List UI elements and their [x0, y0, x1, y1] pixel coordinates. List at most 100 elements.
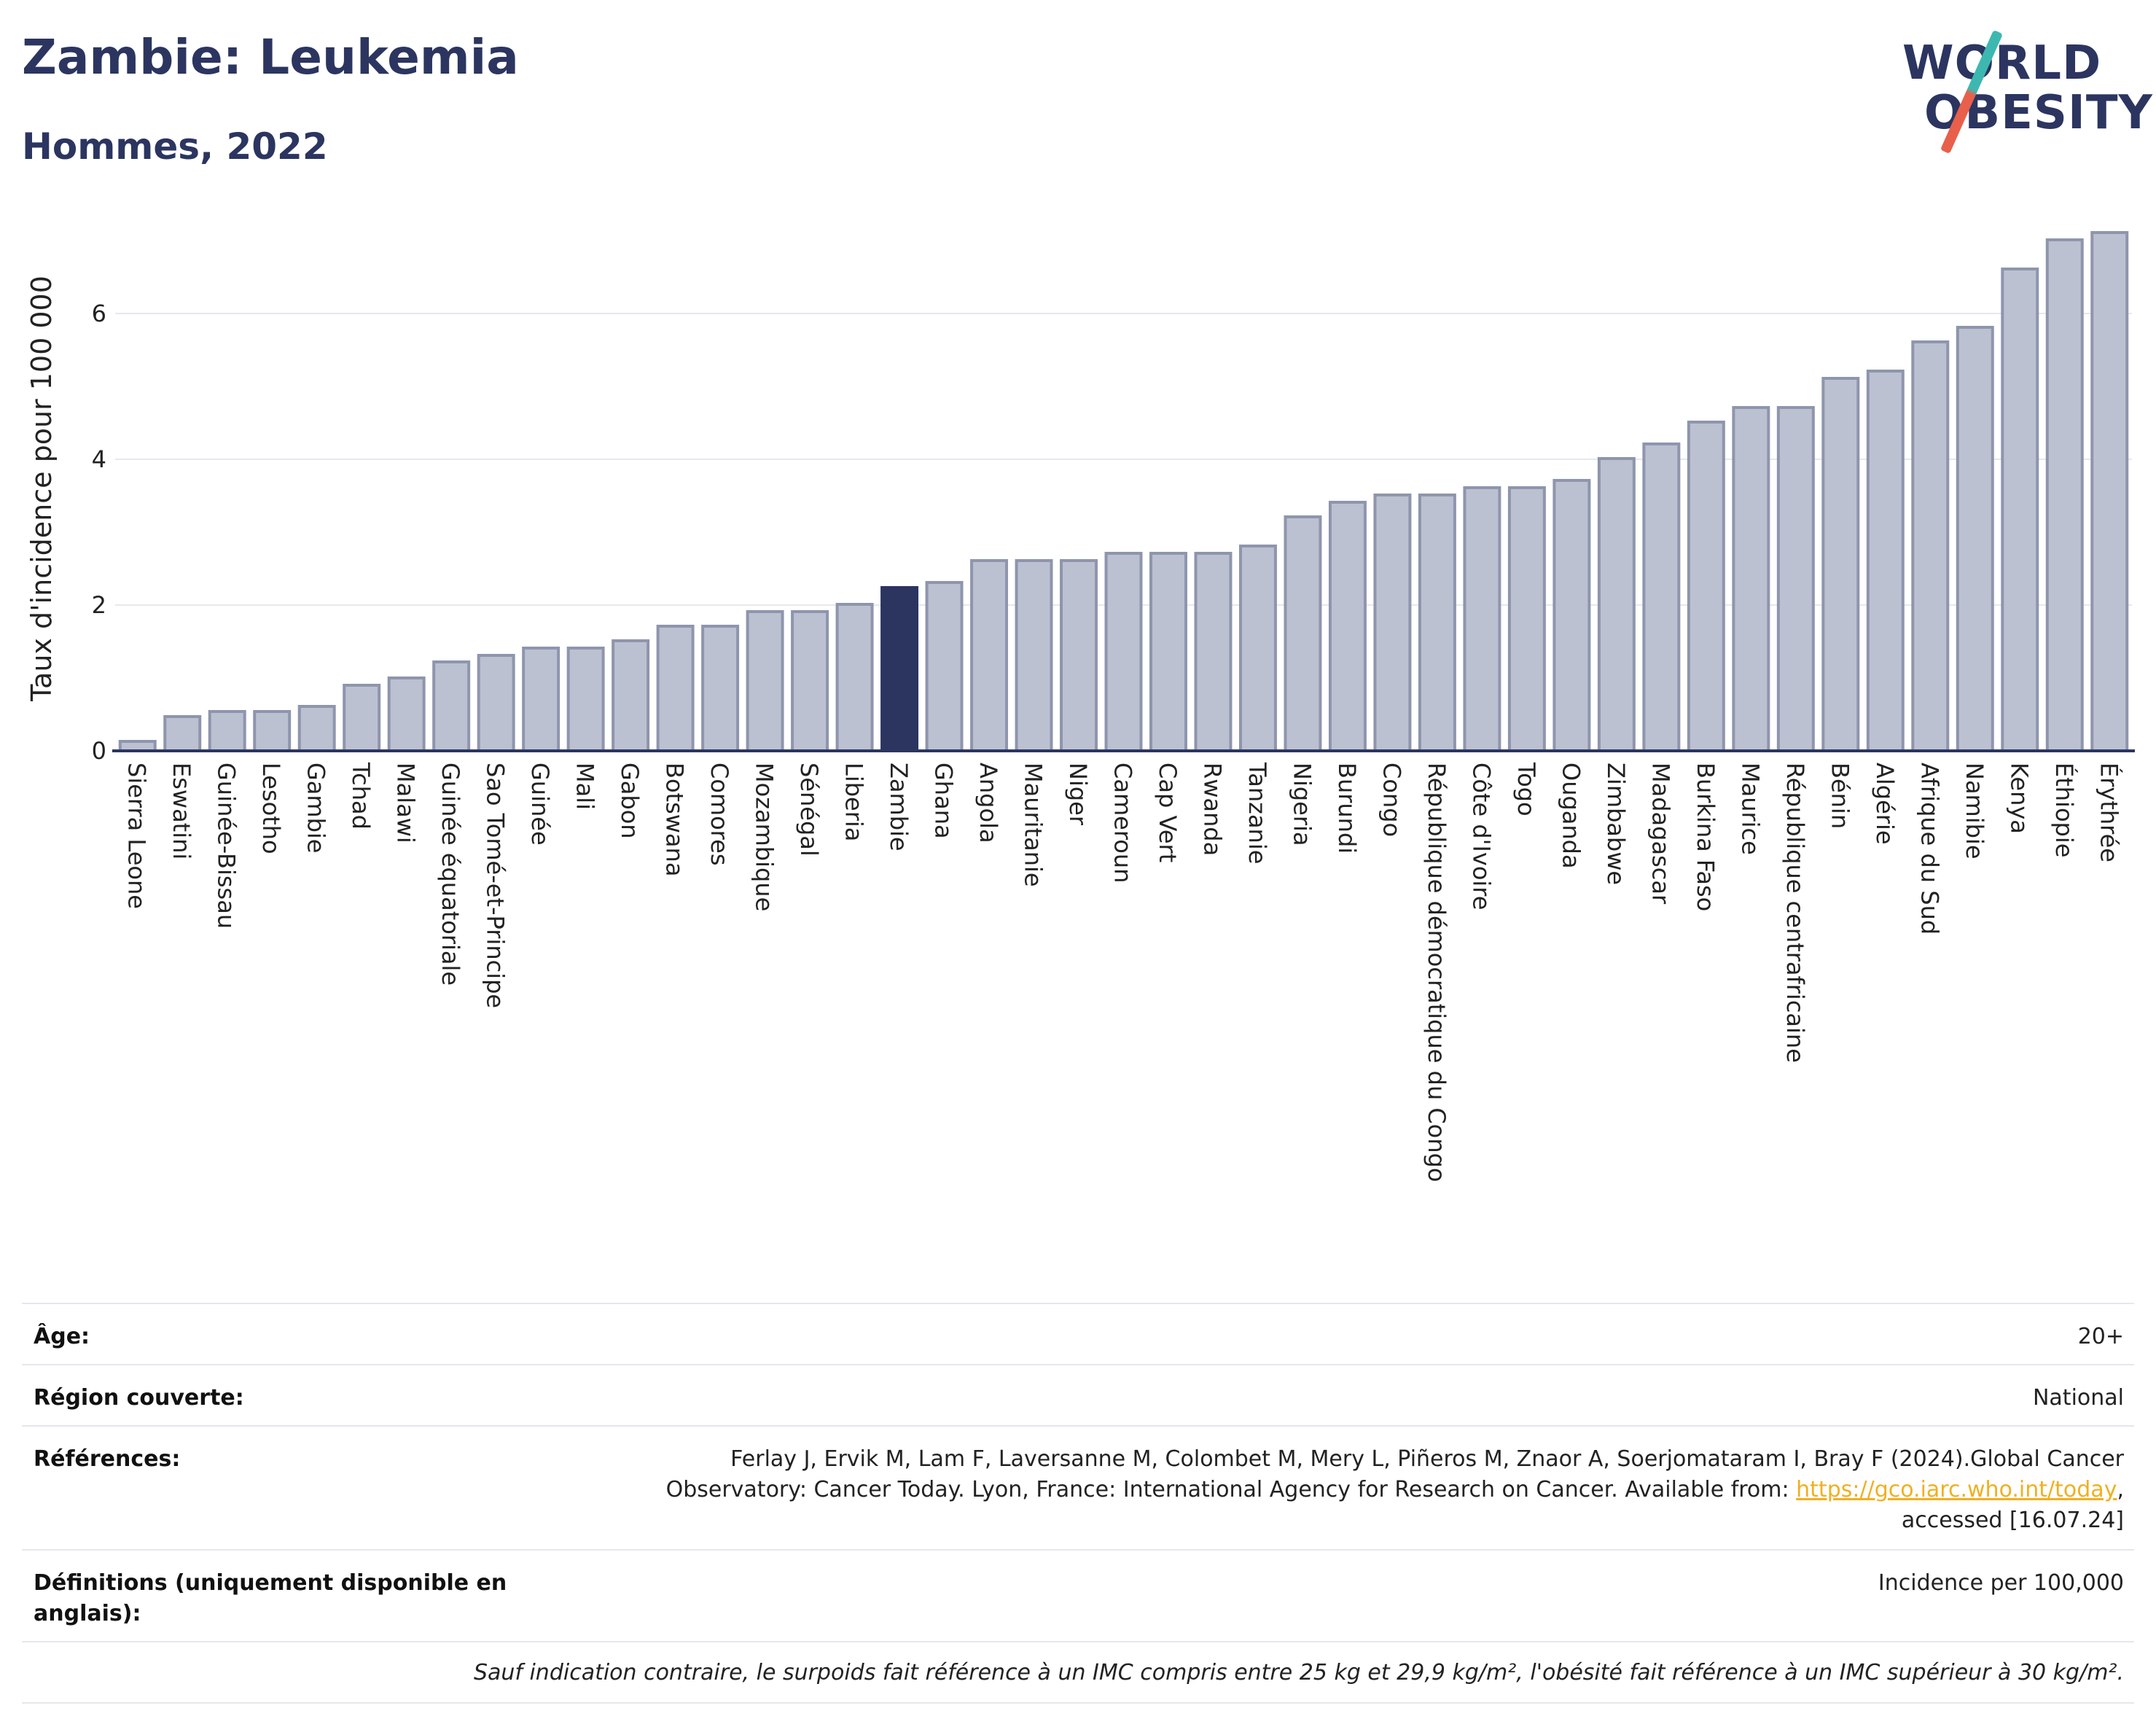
chart-title: Zambie: Leukemia — [22, 29, 519, 85]
bar — [1597, 457, 1636, 752]
x-tick-label: Cap Vert — [1154, 763, 1181, 862]
bar-chart: 0 2 4 6 Taux d'incidence pour 100 000 Sierra … — [26, 231, 2135, 1182]
references-label: Références: — [34, 1446, 181, 1472]
x-tick-label: Sao Tomé-et-Principe — [482, 763, 509, 1008]
y-axis-label: Taux d'incidence pour 100 000 — [26, 276, 58, 702]
bar — [2001, 268, 2039, 752]
definitions-label: Définitions (uniquement disponible en an… — [34, 1570, 507, 1626]
info-row-region: Région couverte: National — [22, 1365, 2134, 1427]
bar — [1866, 370, 1905, 752]
x-tick-label: Kenya — [2005, 763, 2033, 834]
x-tick-label: Mauritanie — [1020, 763, 1047, 887]
x-tick-label: Bénin — [1826, 763, 1854, 829]
bar — [1060, 559, 1098, 752]
age-label: Âge: — [34, 1324, 90, 1349]
bar — [566, 647, 605, 752]
bar — [1687, 421, 1725, 752]
footnote: Sauf indication contraire, le surpoids f… — [473, 1660, 2124, 1685]
bar — [477, 654, 515, 752]
x-tick-label: Burundi — [1333, 763, 1361, 854]
bar — [2045, 238, 2084, 752]
bar — [253, 710, 292, 752]
bar — [1104, 552, 1143, 752]
references-text-3: accessed [16.07.24] — [1901, 1508, 2124, 1533]
x-tick-label: Zambie — [885, 763, 913, 851]
definitions-value: Incidence per 100,000 — [1878, 1570, 2124, 1596]
x-tick-label: Tanzanie — [1243, 762, 1271, 864]
bar — [1328, 501, 1367, 752]
region-label: Région couverte: — [34, 1385, 244, 1411]
bar — [2090, 231, 2129, 752]
y-tick-label: 2 — [92, 591, 106, 619]
x-tick-label: Comores — [706, 763, 733, 865]
bar — [1956, 326, 1994, 752]
bar — [835, 603, 874, 752]
x-tick-label: Rwanda — [1198, 763, 1226, 856]
bar — [970, 559, 1009, 752]
bar — [1552, 479, 1591, 752]
x-tick-label: Guinée équatoriale — [437, 763, 464, 986]
bar — [656, 625, 695, 752]
bar — [387, 677, 426, 752]
references-text-2: Observatory: Cancer Today. Lyon, France:… — [665, 1477, 1789, 1502]
x-tick-label: Congo — [1378, 763, 1405, 837]
x-tick-label: Angola — [975, 763, 1002, 843]
x-tick-label: Guinée-Bissau — [213, 763, 241, 929]
bar — [1732, 406, 1770, 752]
references-value: Ferlay J, Ervik M, Lam F, Laversanne M, … — [665, 1446, 2124, 1533]
bar — [1507, 486, 1546, 752]
x-tick-label: Lesotho — [257, 763, 285, 854]
bar — [163, 715, 202, 752]
x-tick-label: Botswana — [661, 763, 689, 876]
bar — [1463, 486, 1501, 752]
info-table: Âge: 20+ Région couverte: National Référ… — [22, 1303, 2134, 1704]
logo-text-world: WORLD — [1902, 36, 2102, 90]
age-value: 20+ — [2077, 1324, 2124, 1349]
x-tick-label: République centrafricaine — [1781, 763, 1809, 1063]
bar — [880, 586, 919, 752]
x-tick-label: Gambie — [302, 763, 330, 853]
x-tick-label: Eswatini — [168, 763, 195, 859]
references-link[interactable]: https://gco.iarc.who.int/today — [1796, 1477, 2117, 1502]
y-tick-label: 0 — [92, 737, 106, 765]
x-tick-label: Nigeria — [1288, 763, 1316, 846]
bar — [343, 684, 381, 752]
bar — [1284, 515, 1322, 752]
x-tick-label: Ghana — [930, 763, 958, 839]
info-row-references: Références: Ferlay J, Ervik M, Lam F, La… — [22, 1427, 2134, 1551]
x-tick-label: Tchad — [347, 762, 375, 830]
x-tick-label: Liberia — [840, 763, 868, 841]
bar — [925, 581, 964, 752]
x-tick-label: Afrique du Sud — [1915, 763, 1943, 935]
x-tick-label: Éthiopie — [2050, 763, 2078, 857]
x-tick-label: Namibie — [1961, 763, 1988, 859]
bar — [1776, 406, 1815, 752]
bar — [746, 610, 784, 752]
x-tick-label: Cameroun — [1109, 763, 1137, 883]
bar — [1642, 442, 1681, 752]
bar — [701, 625, 740, 752]
x-tick-label: Sénégal — [795, 763, 823, 857]
info-row-age: Âge: 20+ — [22, 1304, 2134, 1365]
region-value: National — [2032, 1385, 2124, 1411]
x-tick-label: Niger — [1064, 763, 1092, 826]
bar — [1373, 494, 1412, 752]
bar — [1821, 377, 1860, 752]
bar — [1911, 340, 1950, 752]
bar — [432, 660, 471, 752]
x-tick-label: Malawi — [392, 763, 420, 843]
x-tick-label: Algérie — [1871, 763, 1899, 845]
x-tick-label: Gabon — [616, 763, 644, 839]
references-text-1: Ferlay J, Ervik M, Lam F, Laversanne M, … — [730, 1446, 2124, 1472]
bar — [1015, 559, 1053, 752]
y-tick-label: 6 — [92, 300, 106, 327]
x-tick-label: Maurice — [1736, 763, 1764, 855]
bar — [1238, 545, 1277, 752]
bar — [1149, 552, 1187, 752]
bar — [1418, 494, 1456, 752]
x-tick-label: Burkina Faso — [1692, 763, 1719, 911]
x-tick-label: Zimbabwe — [1602, 763, 1630, 885]
bar — [612, 639, 650, 752]
bar — [208, 710, 246, 752]
info-row-definitions: Définitions (uniquement disponible en an… — [22, 1551, 2134, 1642]
